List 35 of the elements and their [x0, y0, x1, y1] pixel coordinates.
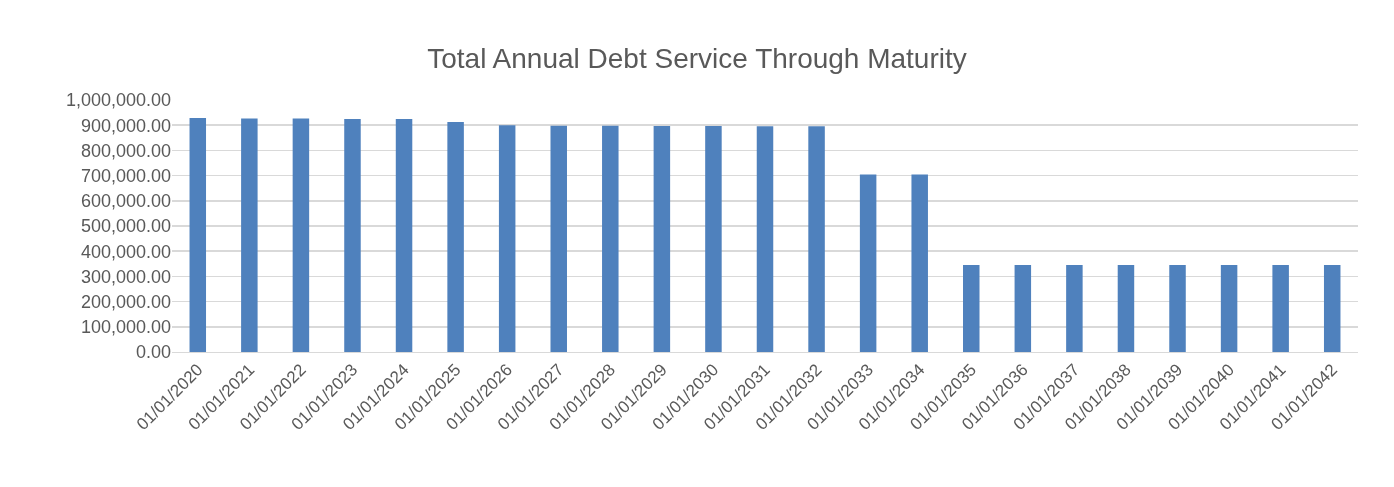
bar [1272, 265, 1289, 352]
bar [1169, 265, 1186, 352]
bar [1220, 265, 1238, 352]
bar [1066, 265, 1083, 352]
bar [292, 118, 310, 352]
chart-title: Total Annual Debt Service Through Maturity [427, 43, 967, 75]
y-tick-label: 800,000.00 [80, 140, 171, 161]
bar [705, 125, 722, 352]
bar [756, 126, 774, 352]
bar [911, 174, 928, 352]
y-tick-label: 600,000.00 [80, 191, 171, 212]
y-tick-label: 300,000.00 [80, 266, 171, 287]
bar [808, 126, 825, 352]
y-tick-label: 1,000,000.00 [65, 90, 171, 111]
y-tick-label: 700,000.00 [80, 165, 171, 186]
bar [1323, 265, 1341, 352]
y-tick-label: 0.00 [135, 342, 171, 363]
bar [344, 118, 361, 352]
bar [602, 125, 619, 352]
bar [447, 121, 464, 352]
y-tick-label: 500,000.00 [80, 216, 171, 237]
bar [498, 125, 516, 352]
bar [189, 117, 207, 352]
y-tick-label: 200,000.00 [80, 291, 171, 312]
bar [550, 125, 567, 352]
bar [653, 125, 671, 352]
bar [395, 118, 413, 352]
y-tick-label: 900,000.00 [80, 115, 171, 136]
bar [963, 265, 980, 352]
bar [859, 174, 877, 352]
y-tick-label: 100,000.00 [80, 317, 171, 338]
bar [241, 118, 258, 352]
y-tick-label: 400,000.00 [80, 241, 171, 262]
bar [1117, 265, 1135, 352]
bar [1014, 265, 1032, 352]
